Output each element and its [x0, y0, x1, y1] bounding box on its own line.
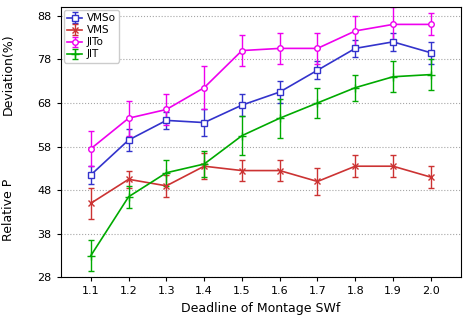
Legend: VMSo, VMS, JITo, JIT: VMSo, VMS, JITo, JIT — [64, 10, 119, 62]
Text: Deviation(%): Deviation(%) — [2, 34, 15, 115]
X-axis label: Deadline of Montage SWf: Deadline of Montage SWf — [181, 302, 341, 315]
Text: Relative P: Relative P — [2, 179, 15, 241]
